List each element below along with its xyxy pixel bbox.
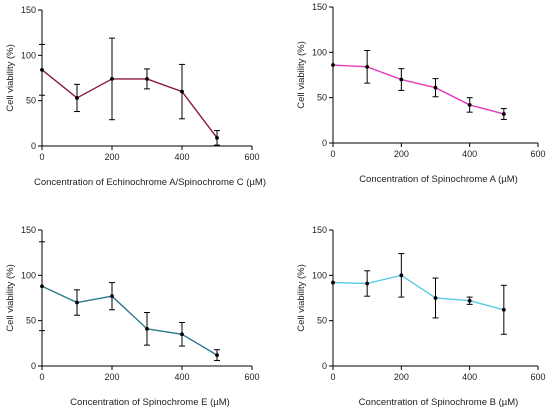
- data-point: [75, 300, 79, 305]
- chart-panel-3: 0 50 100 150 0 200 400 600 Concentration of Spin…: [5, 225, 260, 408]
- chart-panel-2: 0 50 100 150 0 200 400 600 Concentration of Spin…: [296, 2, 546, 185]
- x-tick-label: 400: [462, 372, 477, 382]
- y-tick-label: 150: [21, 5, 36, 15]
- y-tick-label: 0: [322, 361, 327, 371]
- data-point: [433, 296, 438, 300]
- data-point: [501, 112, 506, 116]
- data-point: [110, 77, 114, 81]
- y-tick-label: 50: [26, 316, 36, 326]
- data-point: [467, 103, 472, 107]
- data-point: [215, 353, 219, 358]
- x-axis-title: Concentration of Spinochrome A (µM): [359, 174, 518, 185]
- data-point: [467, 298, 472, 303]
- data-point: [365, 281, 370, 286]
- series-line: [41, 285, 218, 356]
- chart-panel-4: 0 50 100 150 0 200 400 600 Concentration of Spin…: [296, 225, 546, 408]
- y-tick-label: 150: [21, 225, 36, 235]
- x-tick-label: 600: [530, 149, 545, 159]
- series-line: [332, 64, 505, 115]
- data-point: [365, 64, 370, 69]
- y-tick-label: 0: [31, 141, 36, 151]
- x-tick-label: 400: [174, 152, 189, 162]
- x-tick-label: 200: [394, 372, 409, 382]
- x-tick-label: 0: [330, 149, 335, 159]
- data-point: [75, 96, 79, 100]
- y-axis-title: Cell viability (%): [296, 264, 307, 332]
- data-point: [40, 284, 44, 289]
- y-tick-label: 150: [312, 225, 327, 235]
- data-point: [399, 273, 404, 278]
- data-point: [501, 307, 506, 312]
- x-tick-label: 200: [394, 149, 409, 159]
- data-point: [180, 332, 184, 337]
- series-line: [332, 274, 505, 311]
- x-tick-label: 200: [104, 152, 119, 162]
- y-tick-label: 50: [317, 93, 327, 103]
- data-point: [433, 85, 438, 90]
- x-axis-title: Concentration of Spinochrome B (µM): [359, 397, 519, 408]
- y-tick-label: 100: [312, 270, 327, 280]
- x-axis-title: Concentration of Echinochrome A/Spinochr…: [34, 177, 266, 188]
- x-tick-label: 0: [39, 372, 44, 382]
- data-point: [145, 326, 149, 331]
- data-point: [399, 77, 404, 82]
- y-tick-label: 100: [312, 47, 327, 57]
- x-tick-label: 600: [244, 372, 259, 382]
- x-tick-label: 200: [104, 372, 119, 382]
- y-tick-label: 100: [21, 270, 36, 280]
- y-tick-label: 150: [312, 2, 327, 12]
- x-tick-label: 400: [174, 372, 189, 382]
- data-point: [215, 135, 219, 140]
- y-tick-label: 0: [322, 138, 327, 148]
- data-point: [331, 63, 335, 67]
- y-tick-label: 100: [21, 50, 36, 60]
- data-point: [40, 67, 44, 72]
- chart-panel-1: 0 50 100 150 0 200 400 600 Concentration of Echi…: [5, 5, 266, 188]
- x-tick-label: 600: [244, 152, 259, 162]
- series-line: [41, 69, 218, 139]
- y-tick-label: 50: [26, 96, 36, 106]
- x-tick-label: 0: [330, 372, 335, 382]
- y-axis-title: Cell viability (%): [5, 264, 16, 332]
- x-axis-title: Concentration of Spinochrome E (µM): [70, 397, 230, 408]
- x-tick-label: 0: [39, 152, 44, 162]
- y-tick-label: 0: [31, 361, 36, 371]
- data-point: [180, 89, 184, 94]
- data-point: [331, 280, 335, 285]
- data-point: [110, 294, 114, 299]
- x-tick-label: 600: [530, 372, 545, 382]
- y-axis-title: Cell viability (%): [296, 41, 307, 109]
- y-axis-title: Cell viability (%): [5, 44, 16, 112]
- y-tick-label: 50: [317, 316, 327, 326]
- data-point: [145, 77, 149, 81]
- x-tick-label: 400: [462, 149, 477, 159]
